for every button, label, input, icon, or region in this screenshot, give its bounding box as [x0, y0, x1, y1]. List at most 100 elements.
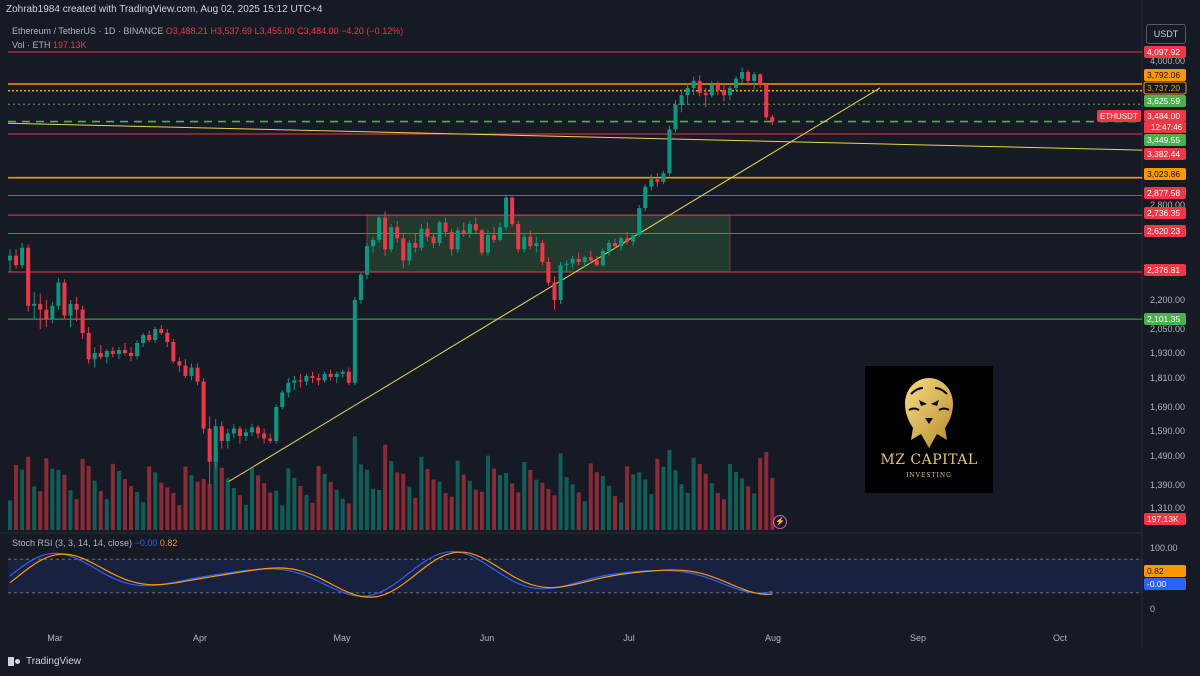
candle: [594, 255, 599, 267]
candle-body: [171, 342, 176, 362]
tradingview-brand[interactable]: TradingView: [8, 656, 81, 667]
candle-body: [280, 392, 285, 407]
candle: [243, 428, 248, 441]
candle-body: [697, 80, 702, 93]
candle-body: [201, 381, 206, 429]
price-label: 197.13K: [1144, 513, 1186, 525]
price-label-text: 2,101.35: [1147, 314, 1180, 324]
candle: [328, 369, 333, 381]
volume-bar: [304, 494, 309, 530]
candle-body: [383, 217, 388, 250]
candle-body: [540, 243, 545, 262]
candle: [153, 327, 158, 343]
volume-bar: [20, 469, 25, 530]
candle: [26, 244, 31, 312]
volume-bar: [213, 453, 218, 530]
price-label: 2,101.35: [1144, 313, 1186, 325]
price-label-text: 4,097.92: [1147, 47, 1180, 57]
candle: [588, 250, 593, 264]
volume-bar: [44, 458, 49, 530]
y-tick-label: 1,490.00: [1150, 451, 1185, 461]
candle: [764, 83, 769, 120]
candle-body: [116, 350, 121, 355]
candle: [8, 249, 12, 272]
candle: [213, 419, 218, 468]
candle-body: [600, 250, 605, 266]
candle: [334, 371, 339, 383]
currency-button[interactable]: USDT: [1146, 24, 1186, 44]
candle: [50, 301, 55, 324]
candle: [637, 205, 642, 237]
candle: [189, 363, 194, 381]
ohlc-open: O3,488.21: [165, 26, 208, 36]
volume-bar: [86, 466, 91, 530]
volume-bar: [116, 471, 121, 530]
y-tick-label: 1,590.00: [1150, 426, 1185, 436]
volume-bar: [26, 456, 31, 530]
tradingview-logo-icon: [8, 657, 22, 666]
volume-bar: [189, 475, 194, 530]
candle: [667, 125, 672, 176]
volume-bar: [68, 490, 73, 530]
candle: [437, 220, 442, 247]
volume-bar: [122, 479, 127, 530]
candle: [304, 373, 309, 386]
volume-bar: [534, 479, 539, 530]
volume-bar: [346, 503, 351, 530]
candle: [280, 390, 285, 410]
candle-body: [183, 365, 188, 376]
candle-body: [752, 74, 757, 81]
candle: [219, 421, 224, 449]
candle: [703, 87, 708, 108]
candle-body: [758, 74, 763, 85]
candle: [177, 357, 182, 372]
flash-icon[interactable]: ⚡: [773, 515, 787, 529]
candle: [419, 224, 424, 251]
volume-bar: [201, 478, 206, 530]
price-label: 2,736.35: [1144, 207, 1186, 219]
candle: [740, 67, 745, 84]
candle-body: [219, 426, 224, 441]
candle-body: [74, 303, 79, 310]
candle: [485, 230, 490, 256]
candle-body: [546, 262, 551, 283]
candle: [673, 100, 678, 132]
volume-bar: [92, 480, 97, 530]
candle: [389, 224, 394, 253]
candle-body: [709, 84, 714, 96]
volume-bar: [62, 474, 67, 530]
candle-body: [703, 92, 708, 96]
candle: [322, 371, 327, 383]
volume-bar: [697, 464, 702, 530]
x-tick-label: Mar: [47, 633, 63, 643]
candle-body: [479, 230, 484, 253]
price-label-box: [1144, 95, 1186, 107]
candle: [20, 243, 25, 269]
candle-body: [364, 246, 369, 275]
volume-bar: [280, 505, 285, 530]
candle-body: [455, 230, 460, 250]
candle: [467, 220, 472, 239]
x-tick-label: Apr: [193, 633, 207, 643]
volume-bar: [425, 469, 430, 530]
price-label-box: [1144, 110, 1186, 122]
volume-bar: [165, 487, 170, 530]
price-label-box: [1144, 148, 1186, 160]
candle: [431, 233, 436, 248]
volume-bar: [473, 489, 478, 530]
volume-bar: [207, 484, 212, 530]
volume-bar: [8, 500, 12, 530]
volume-bar: [401, 473, 406, 530]
volume-bar: [673, 470, 678, 530]
volume-bar: [734, 472, 738, 530]
volume-bar: [625, 466, 630, 530]
candle-body: [135, 343, 140, 357]
volume-bar: [56, 470, 61, 530]
candle-body: [534, 243, 539, 247]
candle-body: [8, 255, 12, 261]
volume-value: 197.13K: [53, 40, 87, 50]
volume-bar: [631, 474, 636, 530]
volume-bar: [389, 461, 394, 530]
candle-body: [153, 329, 158, 340]
